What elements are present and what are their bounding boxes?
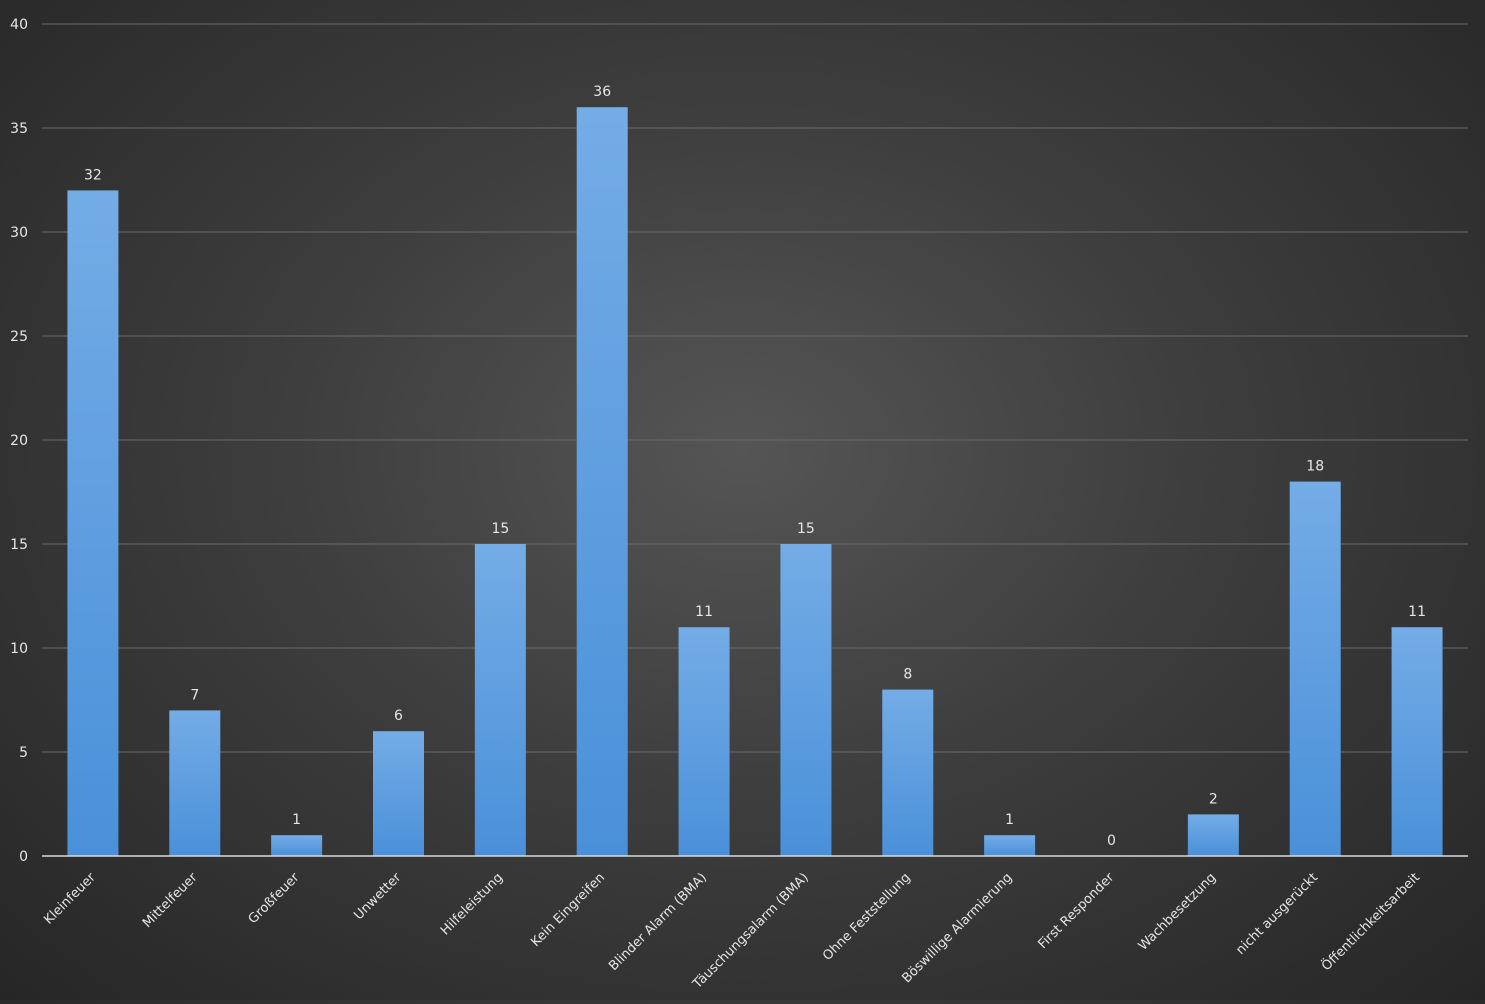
x-tick-label: Wachbesetzung: [1136, 870, 1219, 953]
data-label: 8: [903, 667, 912, 683]
x-tick-label: Kein Eingreifen: [528, 870, 608, 950]
bar: [882, 689, 934, 856]
x-tick-label: Unwetter: [351, 870, 404, 923]
bar: [780, 544, 832, 856]
bar: [1289, 481, 1341, 856]
data-label: 1: [292, 812, 301, 828]
bar: [474, 544, 526, 856]
bar: [678, 627, 730, 856]
y-tick-label: 25: [10, 329, 28, 345]
x-axis-category-labels: Kleinfeuer Mittelfeuer Großfeuer Unwetter Hi…: [41, 869, 1423, 993]
bars: [67, 107, 1443, 856]
bar: [984, 835, 1036, 856]
x-tick-label: Hilfeleistung: [438, 870, 506, 938]
x-tick-label: Böswillige Alarmierung: [899, 870, 1015, 986]
x-tick-label: First Responder: [1035, 870, 1117, 952]
x-tick-label: Ohne Feststellung: [820, 870, 914, 964]
bar: [576, 107, 628, 856]
y-tick-label: 20: [10, 433, 28, 449]
x-tick-label: Großfeuer: [246, 870, 303, 927]
data-label: 6: [394, 708, 403, 724]
y-tick-label: 10: [10, 641, 28, 657]
x-tick-label: Öffentlichkeitsarbeit: [1318, 869, 1423, 974]
gridlines: [42, 23, 1468, 753]
data-label: 11: [695, 604, 713, 620]
data-label: 1: [1005, 812, 1014, 828]
bar: [67, 190, 119, 856]
x-tick-label: Täuschungsalarm (BMA): [689, 870, 811, 992]
data-label: 11: [1408, 604, 1426, 620]
x-tick-label: nicht ausgerückt: [1233, 870, 1321, 958]
data-label: 7: [190, 687, 199, 703]
y-tick-label: 5: [19, 745, 28, 761]
y-tick-label: 0: [19, 849, 28, 865]
y-tick-label: 35: [10, 121, 28, 137]
bar: [373, 731, 424, 856]
x-tick-label: Mittelfeuer: [140, 870, 201, 931]
bar: [1187, 814, 1239, 856]
y-axis-tick-labels: 0 5 10 15 20 25 30 35 40: [10, 17, 28, 865]
y-tick-label: 15: [10, 537, 28, 553]
data-label: 15: [797, 521, 815, 537]
data-label: 18: [1306, 459, 1324, 475]
bar: [1391, 627, 1443, 856]
x-tick-label: Blinder Alarm (BMA): [606, 870, 710, 974]
bar: [169, 710, 221, 856]
y-tick-label: 40: [10, 17, 28, 33]
data-label: 15: [491, 521, 509, 537]
data-labels: 32 7 1 6 15 36 11 15 8 1 0 2 18 11: [84, 84, 1426, 849]
x-tick-label: Kleinfeuer: [41, 870, 99, 928]
data-label: 32: [84, 167, 102, 183]
bar: [271, 835, 323, 856]
data-label: 0: [1107, 833, 1116, 849]
y-tick-label: 30: [10, 225, 28, 241]
data-label: 2: [1209, 791, 1218, 807]
data-label: 36: [593, 84, 611, 100]
